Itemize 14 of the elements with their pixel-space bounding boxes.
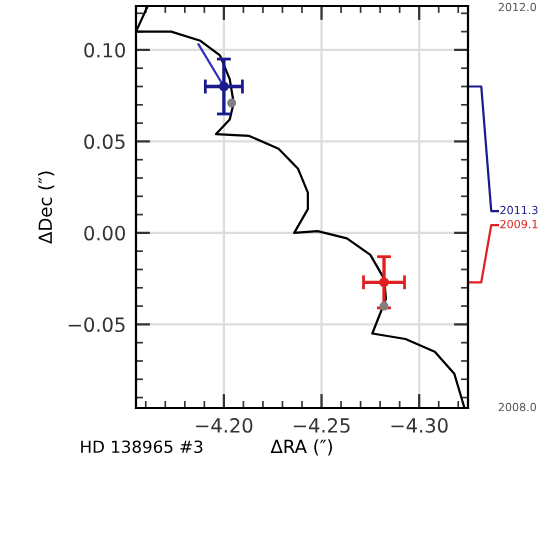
x-axis-title: ΔRA (″)	[270, 439, 332, 456]
x-tick-label: −4.20	[196, 418, 253, 433]
point	[379, 277, 389, 288]
y-axis-title: ΔDec (″)	[38, 171, 55, 244]
point	[379, 301, 389, 311]
text: HD 138965 #3	[81, 440, 203, 454]
point	[227, 98, 237, 108]
y-tick-label: 0.10	[84, 42, 125, 58]
x-tick-label: −4.30	[391, 418, 448, 433]
x-tick-label: −4.25	[293, 418, 350, 433]
y-tick-label: −0.05	[68, 317, 125, 333]
y-tick-label: 0.05	[84, 134, 125, 150]
point	[219, 81, 229, 92]
y-tick-label: 0.00	[84, 225, 125, 241]
